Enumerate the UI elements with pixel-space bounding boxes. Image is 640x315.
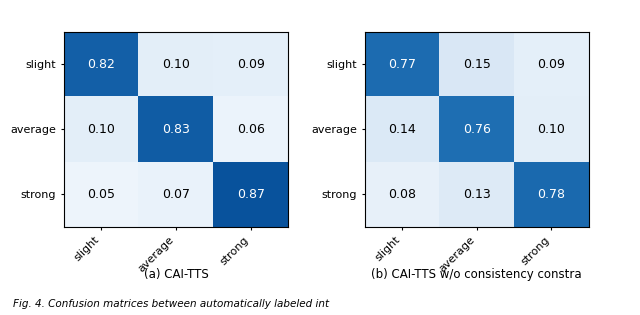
Text: 0.08: 0.08 bbox=[388, 188, 416, 201]
Text: Fig. 4. Confusion matrices between automatically labeled int: Fig. 4. Confusion matrices between autom… bbox=[13, 299, 329, 309]
Text: 0.87: 0.87 bbox=[237, 188, 265, 201]
Text: 0.10: 0.10 bbox=[162, 58, 190, 71]
Text: 0.07: 0.07 bbox=[162, 188, 190, 201]
Text: 0.13: 0.13 bbox=[463, 188, 491, 201]
Text: 0.10: 0.10 bbox=[88, 123, 115, 136]
Text: 0.15: 0.15 bbox=[463, 58, 491, 71]
Text: (b) CAI-TTS w/o consistency constra: (b) CAI-TTS w/o consistency constra bbox=[371, 267, 582, 281]
Text: 0.14: 0.14 bbox=[388, 123, 416, 136]
Text: 0.05: 0.05 bbox=[87, 188, 115, 201]
Text: 0.78: 0.78 bbox=[538, 188, 566, 201]
Text: 0.06: 0.06 bbox=[237, 123, 264, 136]
Text: 0.83: 0.83 bbox=[162, 123, 190, 136]
Text: 0.10: 0.10 bbox=[538, 123, 565, 136]
Text: 0.09: 0.09 bbox=[538, 58, 565, 71]
Text: 0.77: 0.77 bbox=[388, 58, 416, 71]
Text: 0.76: 0.76 bbox=[463, 123, 491, 136]
Text: (a) CAI-TTS: (a) CAI-TTS bbox=[143, 267, 209, 281]
Text: 0.82: 0.82 bbox=[88, 58, 115, 71]
Text: 0.09: 0.09 bbox=[237, 58, 264, 71]
